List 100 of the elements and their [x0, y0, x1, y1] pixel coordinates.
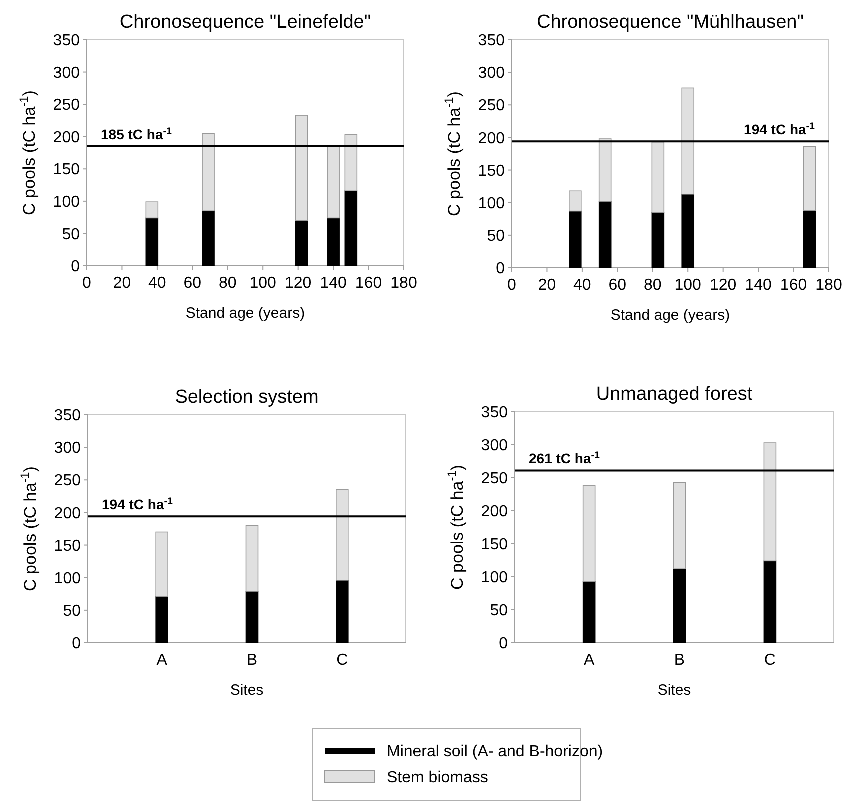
legend-label: Mineral soil (A- and B-horizon)	[387, 744, 604, 761]
bar	[336, 580, 349, 644]
y-tick-label: 200	[54, 505, 82, 522]
bar	[202, 133, 215, 212]
bar	[295, 220, 308, 266]
ref-line-label: 194 tC ha$^{-1}$	[102, 496, 174, 513]
x-tick-label: 80	[218, 275, 237, 292]
y-tick-label: 300	[481, 438, 508, 455]
y-tick-label: 50	[487, 228, 506, 246]
bar	[156, 532, 168, 598]
x-axis-title: Sites	[230, 682, 264, 699]
bar	[146, 218, 159, 266]
x-tick-label: B	[246, 652, 258, 669]
bar	[673, 482, 686, 570]
y-tick-label: 50	[62, 226, 80, 244]
x-tick-label: C	[764, 652, 776, 669]
x-tick-label: 0	[82, 275, 92, 292]
bar	[673, 568, 686, 644]
bar	[202, 210, 215, 266]
x-tick-label: 140	[745, 277, 772, 294]
y-tick-label: 50	[490, 602, 508, 620]
y-tick-label: 0	[72, 636, 82, 653]
bar	[803, 210, 816, 268]
y-tick-label: 250	[54, 472, 82, 490]
x-tick-label: 40	[574, 277, 592, 294]
bar	[582, 486, 596, 582]
x-tick-label: 60	[184, 275, 202, 292]
y-tick-label: 350	[481, 404, 508, 422]
bar	[569, 190, 582, 212]
x-axis-title: Stand age (years)	[610, 307, 730, 324]
bar	[344, 190, 358, 266]
x-tick-label: 120	[710, 277, 737, 294]
y-tick-label: 350	[54, 408, 82, 425]
bar	[246, 591, 259, 644]
bar	[336, 490, 349, 581]
y-tick-label: 350	[478, 32, 506, 50]
y-tick-label: 250	[53, 97, 80, 114]
x-tick-label: A	[584, 652, 595, 669]
bar	[598, 138, 612, 202]
y-tick-label: 100	[54, 570, 82, 588]
y-tick-label: 300	[53, 64, 80, 82]
y-tick-label: 200	[478, 130, 506, 148]
y-tick-label: 100	[478, 195, 506, 212]
bar	[598, 201, 612, 268]
bar	[146, 202, 159, 219]
x-tick-label: 100	[674, 277, 702, 294]
y-tick-label: 200	[53, 129, 80, 146]
y-tick-label: 200	[481, 504, 508, 521]
y-tick-label: 0	[71, 258, 80, 276]
legend-label: Stem biomass	[387, 770, 488, 787]
bar	[682, 194, 695, 268]
y-tick-label: 100	[53, 194, 80, 212]
bar	[156, 596, 168, 644]
x-tick-label: 160	[355, 275, 382, 292]
bar	[682, 88, 695, 195]
bar	[327, 146, 340, 219]
x-tick-label: 180	[390, 275, 418, 292]
chart-title: Selection system	[175, 387, 319, 408]
x-tick-label: 80	[644, 277, 662, 294]
bar	[344, 134, 358, 192]
y-tick-label: 300	[54, 440, 82, 458]
chart-title: Chronosequence "Mühlhausen"	[536, 12, 804, 33]
x-tick-label: 140	[320, 275, 347, 292]
x-tick-label: C	[336, 652, 348, 669]
x-tick-label: 40	[148, 275, 166, 292]
bar	[569, 210, 582, 268]
bar	[327, 218, 340, 266]
x-tick-label: 20	[113, 275, 132, 292]
y-tick-label: 250	[481, 470, 508, 488]
bar	[803, 146, 816, 212]
ref-line-label: 185 tC ha$^{-1}$	[101, 126, 173, 143]
y-tick-label: 0	[499, 636, 508, 653]
y-tick-label: 300	[478, 65, 506, 82]
y-tick-label: 250	[478, 98, 506, 115]
bar	[652, 142, 665, 214]
x-tick-label: 100	[250, 275, 277, 292]
chart-title: Unmanaged forest	[596, 384, 754, 405]
y-tick-label: 350	[53, 32, 80, 50]
y-tick-label: 150	[54, 538, 82, 555]
x-axis-title: Stand age (years)	[186, 305, 306, 322]
x-tick-label: 60	[608, 277, 627, 294]
x-tick-label: 160	[780, 277, 808, 294]
y-tick-label: 150	[478, 162, 506, 180]
y-tick-label: 100	[481, 570, 508, 587]
x-tick-label: A	[156, 652, 168, 669]
x-axis-title: Sites	[658, 682, 692, 699]
y-tick-label: 150	[481, 536, 508, 554]
bar	[764, 442, 777, 562]
x-tick-label: 120	[284, 275, 312, 292]
bar	[652, 212, 665, 268]
bar	[582, 581, 596, 644]
x-tick-label: 20	[538, 277, 556, 294]
x-tick-label: 180	[816, 277, 842, 294]
chart-title: Chronosequence "Leinefelde"	[120, 12, 372, 33]
bar	[764, 560, 777, 644]
ref-line-label: 261 tC ha$^{-1}$	[529, 450, 601, 467]
y-tick-label: 0	[496, 260, 506, 278]
bar	[295, 115, 308, 222]
ref-line-label: 194 tC ha$^{-1}$	[744, 121, 816, 138]
x-tick-label: B	[674, 652, 686, 669]
